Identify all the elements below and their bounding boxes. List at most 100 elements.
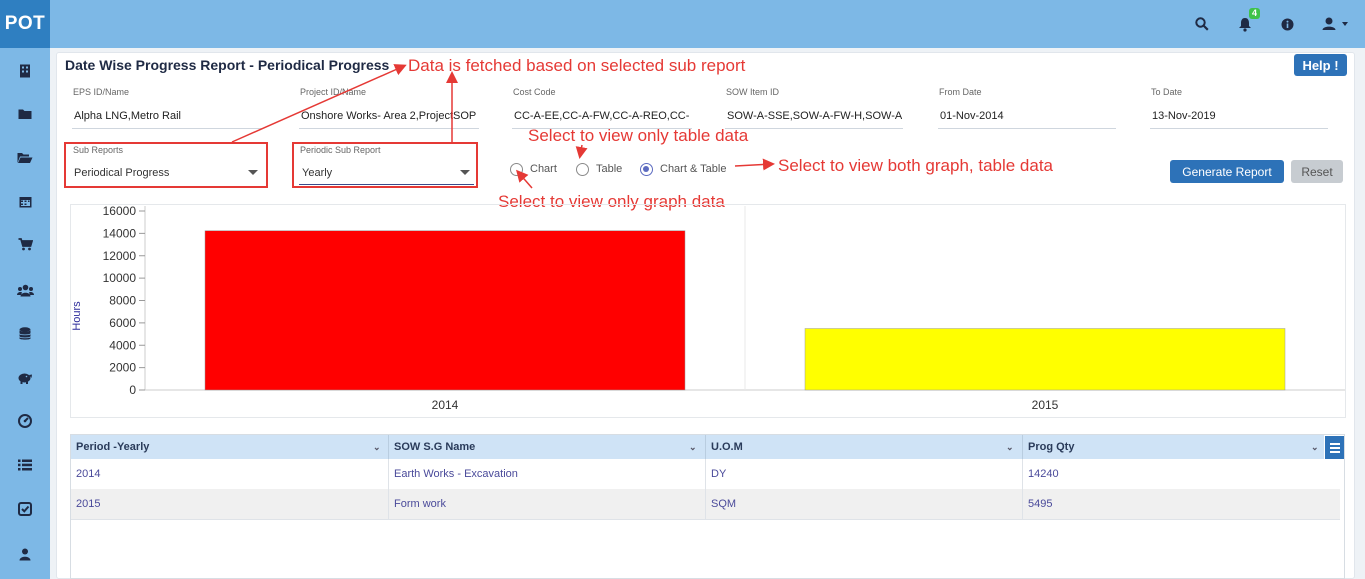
cell-uom: SQM xyxy=(706,489,1023,519)
annotation-table-only: Select to view only table data xyxy=(528,126,749,145)
y-tick-label: 16000 xyxy=(103,204,137,218)
page-title: Date Wise Progress Report - Periodical P… xyxy=(65,57,390,73)
table-row[interactable]: 2014 Earth Works - Excavation DY 14240 xyxy=(71,459,1340,489)
chevron-down-icon[interactable]: ⌄ xyxy=(1311,442,1319,452)
y-tick-label: 0 xyxy=(129,383,136,397)
cost-code-label: Cost Code xyxy=(513,87,556,97)
cell-sow-name: Earth Works - Excavation xyxy=(389,459,706,489)
table-radio-label[interactable]: Table xyxy=(596,163,623,175)
folder-open-icon[interactable] xyxy=(15,148,35,168)
table-radio[interactable] xyxy=(576,163,589,176)
table-header: Period -Yearly ⌄ SOW S.G Name ⌄ U.O.M ⌄ Pro… xyxy=(71,435,1324,459)
x-tick-label: 2015 xyxy=(1032,398,1059,412)
chart-radio-label[interactable]: Chart xyxy=(530,163,557,175)
app-logo[interactable]: POT xyxy=(0,0,50,48)
periodic-sub-report-select[interactable]: Yearly xyxy=(302,167,333,179)
to-date-underline xyxy=(1150,128,1328,129)
header-sow-name[interactable]: SOW S.G Name ⌄ xyxy=(389,435,706,459)
chart-y-label: Hours xyxy=(71,301,83,331)
sow-item-underline xyxy=(725,128,903,129)
chevron-down-icon[interactable] xyxy=(460,170,470,175)
from-date-underline xyxy=(938,128,1116,129)
search-icon[interactable] xyxy=(1192,14,1212,34)
y-tick-label: 10000 xyxy=(103,271,137,285)
y-tick-label: 14000 xyxy=(103,226,137,240)
header-sow-name-label: SOW S.G Name xyxy=(394,441,476,453)
chevron-down-icon[interactable]: ⌄ xyxy=(689,442,697,452)
header-prog-qty[interactable]: Prog Qty ⌄ xyxy=(1023,435,1324,459)
cell-period: 2014 xyxy=(71,459,389,489)
cell-sow-name: Form work xyxy=(389,489,706,519)
cost-code-value[interactable]: CC-A-EE,CC-A-FW,CC-A-REO,CC- xyxy=(514,110,690,122)
bar-chart: 0 2000 4000 6000 8000 10000 12000 14000 16000 20… xyxy=(71,204,1345,412)
person-icon[interactable] xyxy=(15,544,35,564)
eps-label: EPS ID/Name xyxy=(73,87,130,97)
folder-icon[interactable] xyxy=(15,104,35,124)
chart-x-ticks: 2014 2015 xyxy=(432,398,1059,412)
y-tick-label: 4000 xyxy=(109,338,136,352)
sidebar xyxy=(0,48,50,579)
sub-reports-label: Sub Reports xyxy=(73,145,124,155)
project-underline xyxy=(299,128,479,129)
to-date-value[interactable]: 13-Nov-2019 xyxy=(1152,110,1216,122)
header-uom[interactable]: U.O.M ⌄ xyxy=(706,435,1023,459)
header-period-label: Period -Yearly xyxy=(76,441,150,453)
y-tick-label: 6000 xyxy=(109,316,136,330)
cost-code-underline xyxy=(512,128,692,129)
chevron-down-icon[interactable]: ⌄ xyxy=(1006,442,1014,452)
chart-and-table-radio-label[interactable]: Chart & Table xyxy=(660,163,727,175)
eps-value[interactable]: Alpha LNG,Metro Rail xyxy=(74,110,181,122)
to-date-label: To Date xyxy=(1151,87,1183,97)
periodic-sub-report-highlight xyxy=(292,142,478,188)
chart-container xyxy=(70,204,1346,418)
dashboard-icon[interactable] xyxy=(15,411,35,431)
annotation-both: Select to view both graph, table data xyxy=(778,156,1054,175)
chevron-down-icon[interactable]: ⌄ xyxy=(373,442,381,452)
periodic-underline xyxy=(299,184,474,185)
cell-prog-qty: 14240 xyxy=(1028,468,1059,480)
from-date-value[interactable]: 01-Nov-2014 xyxy=(940,110,1004,122)
header-uom-label: U.O.M xyxy=(711,441,743,453)
chevron-down-icon[interactable] xyxy=(248,170,258,175)
sub-reports-select[interactable]: Periodical Progress xyxy=(74,167,170,179)
bar-2015[interactable] xyxy=(804,328,1286,391)
project-value[interactable]: Onshore Works- Area 2,ProjectSOP xyxy=(301,110,477,122)
user-menu-icon[interactable] xyxy=(1320,14,1352,34)
cell-period: 2015 xyxy=(71,489,389,519)
bar-2014[interactable] xyxy=(204,230,686,391)
y-tick-label: 2000 xyxy=(109,361,136,375)
y-tick-label: 8000 xyxy=(109,294,136,308)
header-period[interactable]: Period -Yearly ⌄ xyxy=(71,435,389,459)
periodic-sub-report-label: Periodic Sub Report xyxy=(300,145,381,155)
checklist-icon[interactable] xyxy=(15,499,35,519)
cell-prog-qty: 5495 xyxy=(1028,498,1053,510)
x-tick-label: 2014 xyxy=(432,398,459,412)
sub-reports-highlight xyxy=(64,142,268,188)
building-icon[interactable] xyxy=(15,61,35,81)
sow-item-label: SOW Item ID xyxy=(726,87,780,97)
from-date-label: From Date xyxy=(939,87,982,97)
cart-icon[interactable] xyxy=(15,234,35,254)
header-prog-qty-label: Prog Qty xyxy=(1028,441,1075,453)
y-tick-label: 12000 xyxy=(103,249,137,263)
top-bar xyxy=(0,0,1365,48)
table-row[interactable]: 2015 Form work SQM 5495 xyxy=(71,489,1340,519)
help-button[interactable]: Help ! xyxy=(1294,54,1347,76)
reset-button[interactable]: Reset xyxy=(1291,160,1343,183)
database-icon[interactable] xyxy=(15,324,35,344)
chart-and-table-radio[interactable] xyxy=(640,163,653,176)
list-icon[interactable] xyxy=(15,455,35,475)
bell-icon[interactable] xyxy=(1235,14,1255,34)
info-icon[interactable] xyxy=(1277,14,1297,34)
sow-item-value[interactable]: SOW-A-SSE,SOW-A-FW-H,SOW-A xyxy=(727,110,902,122)
calendar-icon[interactable] xyxy=(15,191,35,211)
table-row-divider xyxy=(71,519,1340,520)
chart-radio[interactable] xyxy=(510,163,523,176)
chart-bars xyxy=(204,230,1286,391)
notification-badge: 4 xyxy=(1249,8,1261,19)
piggy-bank-icon[interactable] xyxy=(15,367,35,387)
column-menu-icon[interactable] xyxy=(1325,436,1344,459)
users-icon[interactable] xyxy=(15,280,35,300)
eps-underline xyxy=(72,128,262,129)
generate-report-button[interactable]: Generate Report xyxy=(1170,160,1284,183)
